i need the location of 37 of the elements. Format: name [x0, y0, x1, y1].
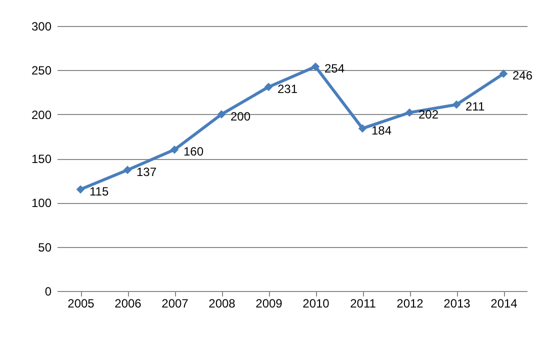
data-label: 137	[136, 164, 157, 179]
point	[264, 82, 273, 92]
x-tick-label: 2007	[162, 296, 189, 310]
x-tick-label: 2009	[256, 296, 283, 310]
y-tick-label: 250	[31, 64, 52, 78]
data-label: 160	[184, 144, 204, 159]
x-tick-label: 2010	[302, 296, 330, 310]
x-tick-label: 2012	[396, 296, 424, 310]
y-tick-label: 150	[31, 152, 52, 166]
point	[405, 108, 414, 117]
y-tick-label: 0	[44, 284, 52, 298]
x-tick-label: 2014	[490, 296, 518, 310]
point	[123, 166, 132, 174]
data-label: 184	[372, 123, 392, 138]
point	[358, 124, 367, 133]
point	[499, 70, 508, 78]
data-label: 231	[278, 82, 298, 96]
x-tick-label: 2006	[114, 296, 142, 310]
point	[452, 100, 461, 109]
data-label: 254	[324, 62, 345, 76]
data-label: 246	[512, 68, 533, 83]
point	[217, 110, 226, 119]
y-tick-label: 300	[31, 20, 52, 34]
point	[76, 185, 85, 194]
data-label: 211	[466, 100, 485, 114]
y-tick-label: 100	[31, 196, 52, 210]
data-label: 202	[418, 108, 439, 122]
point	[170, 145, 179, 154]
data-label: 115	[90, 184, 109, 198]
x-tick-label: 2005	[68, 296, 95, 310]
y-tick-label: 200	[31, 108, 52, 122]
x-tick-label: 2011	[350, 296, 376, 310]
data-label: 200	[230, 109, 251, 124]
x-tick-label: 2013	[444, 296, 471, 310]
x-tick-label: 2008	[208, 296, 236, 310]
y-tick-label: 50	[38, 240, 52, 254]
point	[311, 62, 320, 71]
